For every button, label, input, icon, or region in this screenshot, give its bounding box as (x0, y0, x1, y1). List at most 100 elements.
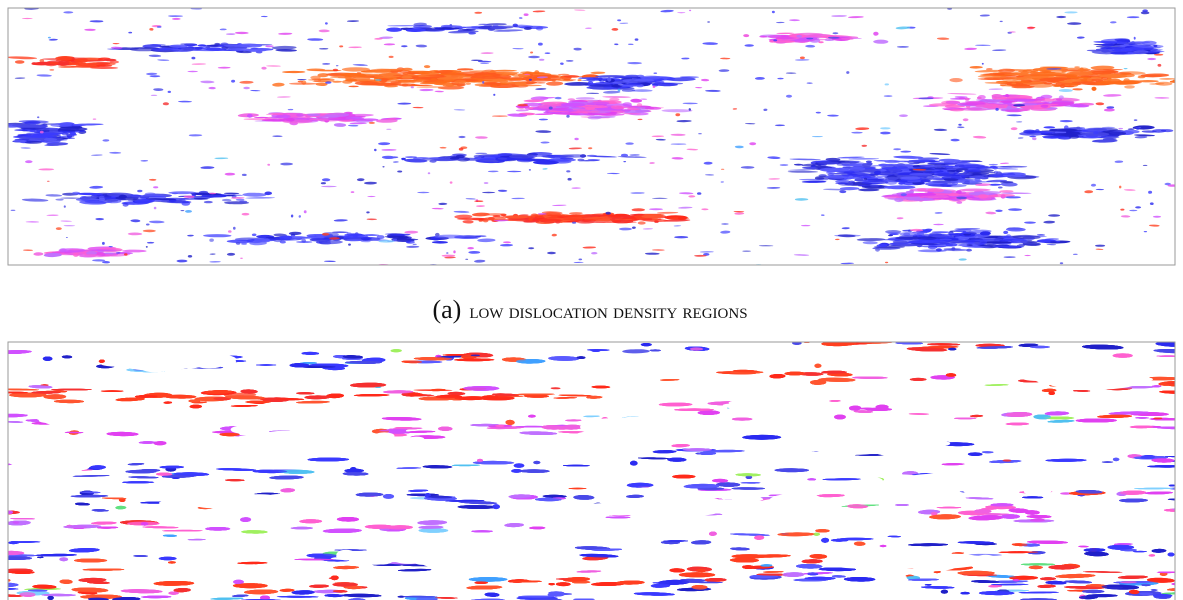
grain-streak (880, 127, 891, 130)
grain-streak (483, 159, 501, 162)
grain-streak (533, 160, 559, 165)
grain-streak (981, 241, 1012, 244)
grain-streak (34, 132, 60, 136)
grain-streak (167, 90, 171, 93)
grain-streak (495, 72, 518, 75)
grain-streak (988, 183, 1002, 186)
grain-streak (306, 68, 326, 72)
grain-streak (47, 36, 51, 39)
grain-streak (348, 243, 351, 246)
grain-streak (836, 171, 868, 173)
grain-streak (261, 15, 268, 18)
grain-streak (954, 96, 968, 99)
grain-streak (515, 109, 529, 112)
grain-streak (39, 58, 45, 63)
grain-streak (828, 36, 840, 39)
grain-streak (547, 251, 556, 255)
grain-streak (1059, 262, 1064, 265)
grain-streak (205, 46, 211, 49)
grain-streak (574, 137, 579, 141)
grain-streak (1140, 73, 1170, 78)
grain-streak (893, 155, 924, 159)
grain-streak (203, 200, 213, 204)
grain-streak (835, 182, 849, 185)
grain-streak (837, 234, 856, 238)
grain-streak (209, 253, 216, 255)
grain-streak (348, 85, 359, 88)
grain-streak (676, 119, 692, 123)
grain-streak (279, 235, 293, 240)
grain-streak (264, 191, 272, 196)
grain-streak (406, 245, 420, 248)
grain-streak (745, 329, 762, 332)
grain-streak (906, 192, 937, 197)
grain-streak (530, 96, 549, 101)
grain-streak (1136, 127, 1140, 130)
grain-streak (992, 49, 1007, 52)
grain-streak (766, 187, 781, 189)
grain-streak (236, 50, 252, 54)
grain-streak (454, 79, 467, 84)
grain-streak (673, 225, 682, 227)
grain-streak (698, 133, 702, 135)
grain-streak (517, 103, 528, 107)
grain-streak (810, 331, 818, 335)
grain-streak (356, 178, 365, 182)
grain-streak (969, 65, 983, 69)
grain-streak (660, 9, 674, 13)
grain-streak (157, 59, 170, 61)
grain-streak (918, 157, 940, 160)
grain-streak (1118, 42, 1126, 45)
grain-streak (493, 219, 509, 222)
grain-streak (984, 81, 1007, 84)
grain-streak (908, 412, 930, 416)
grain-streak (242, 192, 267, 197)
grain-streak (750, 337, 773, 340)
grain-streak (45, 194, 63, 197)
grain-streak (995, 166, 1013, 168)
grain-streak (865, 178, 888, 181)
grain-streak (602, 96, 631, 98)
grain-streak (912, 168, 927, 171)
grain-streak (956, 196, 967, 200)
grain-streak (364, 234, 380, 236)
grain-streak (352, 64, 368, 66)
grain-streak (1143, 230, 1148, 233)
grain-streak (532, 10, 546, 13)
grain-streak (890, 336, 923, 339)
grain-streak (434, 90, 444, 93)
grain-streak (831, 15, 847, 17)
grain-streak (642, 228, 653, 230)
grain-streak (893, 148, 902, 151)
grain-streak (1009, 84, 1031, 87)
grain-streak (534, 70, 540, 75)
grain-streak (786, 94, 792, 98)
grain-streak (150, 94, 158, 96)
grain-streak (32, 133, 39, 137)
grain-streak (25, 221, 40, 223)
grain-streak (825, 175, 849, 179)
grain-streak (799, 56, 805, 60)
grain-streak (46, 180, 50, 182)
grain-streak (973, 190, 1002, 195)
grain-streak (221, 198, 232, 202)
grain-streak (153, 186, 159, 189)
grain-streak (910, 228, 924, 232)
grain-streak (1131, 43, 1146, 47)
grain-streak (427, 172, 431, 175)
grain-streak (622, 112, 641, 115)
grain-streak (961, 245, 991, 248)
grain-streak (1073, 253, 1078, 255)
grain-streak (752, 334, 782, 337)
grain-streak (1043, 82, 1053, 85)
grain-streak (381, 148, 397, 151)
grain-streak (962, 230, 966, 233)
grain-streak (1110, 51, 1129, 55)
grain-streak (992, 245, 1025, 248)
grain-streak (621, 109, 632, 112)
grain-streak (818, 339, 846, 341)
grain-streak (720, 230, 731, 234)
grain-streak (430, 78, 438, 81)
grain-streak (1149, 202, 1154, 206)
grain-streak (566, 114, 570, 118)
